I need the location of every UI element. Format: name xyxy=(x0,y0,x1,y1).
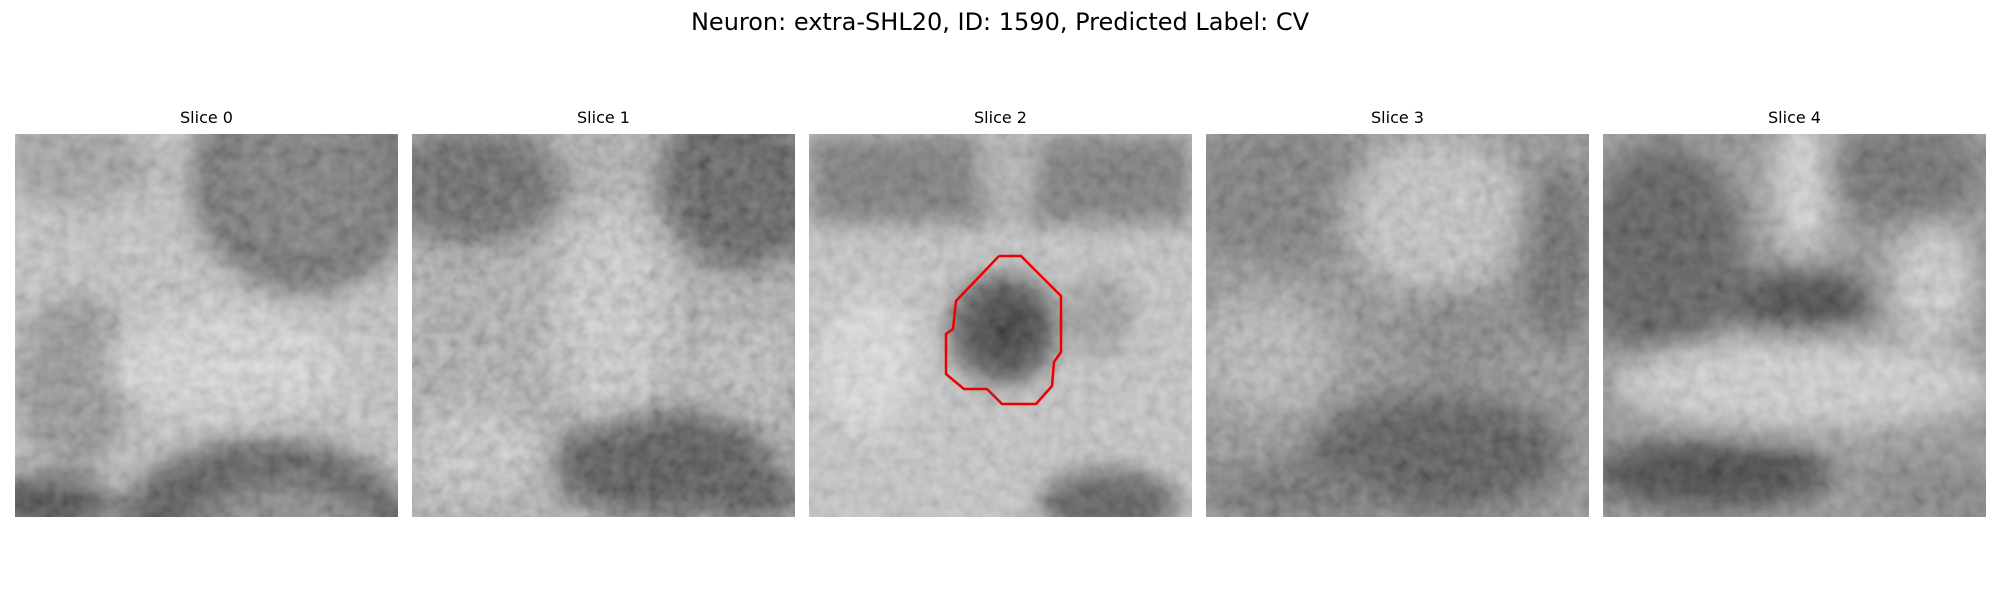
slice-image-0 xyxy=(15,134,398,517)
slice-title-0: Slice 0 xyxy=(180,108,233,127)
slice-image-4 xyxy=(1603,134,1986,517)
slice-title-4: Slice 4 xyxy=(1768,108,1821,127)
slice-image-3 xyxy=(1206,134,1589,517)
slice-panel-1: Slice 1 xyxy=(412,108,795,517)
slice-title-1: Slice 1 xyxy=(577,108,630,127)
slice-panel-4: Slice 4 xyxy=(1603,108,1986,517)
slice-panel-2: Slice 2 xyxy=(809,108,1192,517)
slice-image-2 xyxy=(809,134,1192,517)
slice-title-3: Slice 3 xyxy=(1371,108,1424,127)
slice-image-1 xyxy=(412,134,795,517)
figure-title: Neuron: extra-SHL20, ID: 1590, Predicted… xyxy=(690,8,1310,36)
roi-contour xyxy=(944,254,1063,406)
slice-title-2: Slice 2 xyxy=(974,108,1027,127)
slice-panel-0: Slice 0 xyxy=(15,108,398,517)
slice-panel-3: Slice 3 xyxy=(1206,108,1589,517)
